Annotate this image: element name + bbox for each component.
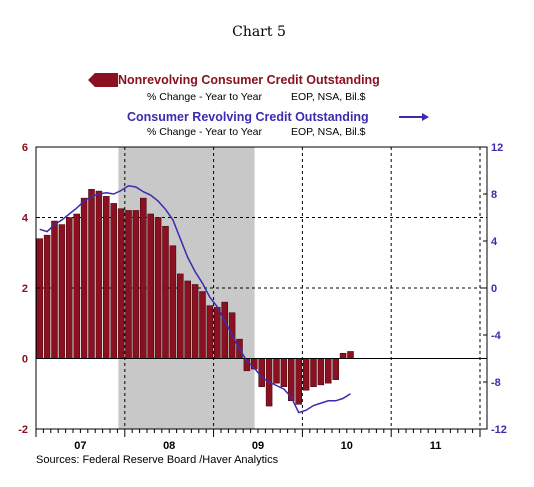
legend: Nonrevolving Consumer Credit Outstanding… [88, 73, 429, 138]
right-axis-tick-label: 12 [491, 142, 503, 154]
legend-item-nonrevolving: Nonrevolving Consumer Credit Outstanding… [88, 73, 380, 103]
legend-subtitle-right-nonrevolving: EOP, NSA, Bil.$ [291, 91, 366, 103]
bar [199, 291, 206, 359]
bar [295, 358, 302, 405]
bar [66, 217, 73, 359]
bar [317, 358, 325, 386]
bar [339, 352, 347, 359]
bar [214, 307, 221, 359]
bar [103, 196, 110, 359]
bar [140, 197, 147, 359]
bar [132, 210, 140, 359]
chart-title: Chart 5 [232, 24, 286, 40]
bar [58, 224, 66, 359]
bar [88, 189, 95, 359]
legend-subtitle-left-revolving: % Change - Year to Year [147, 126, 263, 138]
bar [43, 234, 51, 359]
left-axis-tick-label: 2 [22, 283, 28, 295]
bar [310, 358, 317, 387]
right-axis-tick-label: 4 [491, 236, 498, 248]
bar [258, 358, 265, 387]
x-axis-tick-label: 11 [430, 440, 442, 452]
bar [117, 208, 125, 359]
bar [325, 358, 332, 384]
bar [73, 213, 80, 359]
right-axis-tick-label: -4 [491, 330, 502, 342]
bar [221, 301, 228, 359]
legend-label-nonrevolving: Nonrevolving Consumer Credit Outstanding [118, 73, 380, 87]
bar [206, 305, 214, 359]
legend-label-revolving: Consumer Revolving Credit Outstanding [127, 110, 369, 124]
legend-bar-arrow-icon [88, 73, 118, 87]
bar [162, 226, 169, 359]
series-line-revolving [39, 185, 351, 414]
bar [154, 217, 162, 359]
bar [302, 358, 310, 391]
right-axis-tick-label: -12 [491, 424, 507, 436]
legend-item-revolving: Consumer Revolving Credit Outstanding % … [127, 110, 429, 138]
bar [95, 190, 103, 359]
left-axis-tick-label: 4 [22, 213, 29, 225]
x-axis-tick-label: 07 [74, 440, 86, 452]
bar [347, 351, 354, 359]
bar [191, 284, 199, 359]
right-axis-tick-label: -8 [491, 377, 501, 389]
x-axis-tick-label: 09 [252, 440, 264, 452]
bar [184, 280, 191, 359]
bar [51, 220, 58, 359]
plot-area: -2 0 2 4 6 -12 -8 -4 0 4 8 12 07 08 09 10 11 [18, 142, 507, 452]
source-note: Sources: Federal Reserve Board /Haver An… [36, 454, 279, 466]
bar [36, 238, 43, 359]
legend-line-arrowhead-icon [422, 113, 429, 121]
x-axis-tick-label: 10 [341, 440, 353, 452]
bar [110, 203, 117, 359]
x-axis-tick-label: 08 [163, 440, 175, 452]
legend-subtitle-right-revolving: EOP, NSA, Bil.$ [291, 126, 366, 138]
bar [80, 197, 88, 359]
left-axis-tick-label: 6 [22, 142, 28, 154]
bar [332, 358, 339, 380]
bar [273, 358, 280, 384]
left-axis-tick-label: -2 [18, 424, 28, 436]
bar [280, 358, 288, 387]
bar [147, 213, 154, 359]
bar [177, 273, 184, 359]
bar [169, 245, 177, 359]
right-axis-tick-label: 0 [491, 283, 497, 295]
legend-subtitle-left-nonrevolving: % Change - Year to Year [147, 91, 263, 103]
left-axis-tick-label: 0 [22, 354, 28, 366]
bar [125, 210, 132, 359]
right-axis-tick-label: 8 [491, 189, 497, 201]
